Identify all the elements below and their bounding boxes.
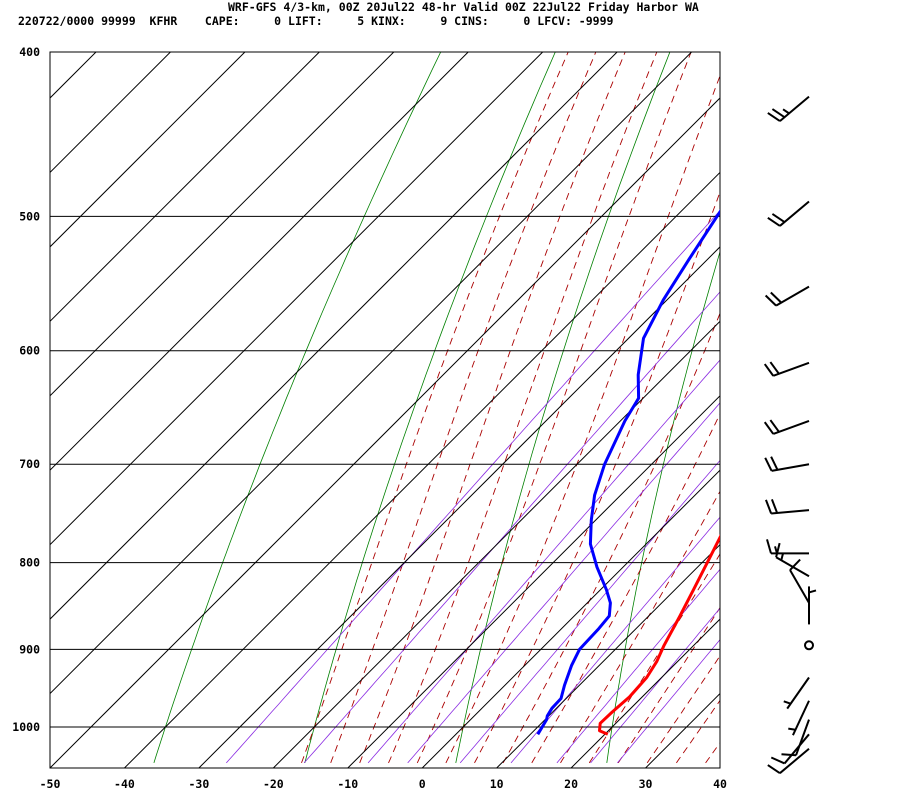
x-tick-label: -40 <box>114 777 135 791</box>
isotherm <box>0 52 22 768</box>
plot-frame <box>49 51 721 769</box>
isotherm <box>50 52 97 99</box>
background-lines <box>153 14 900 764</box>
moist-adiabat <box>502 312 720 764</box>
mixing-ratio-line <box>367 359 720 764</box>
wind-barb <box>767 748 810 775</box>
y-tick-label: 900 <box>19 642 40 656</box>
mixing-ratio-line <box>303 291 720 764</box>
moist-adiabat <box>560 490 720 764</box>
moist-adiabat <box>474 190 720 764</box>
isotherm <box>50 52 320 323</box>
moist-adiabat <box>588 553 720 764</box>
x-tick-label: -30 <box>188 777 209 791</box>
moist-adiabat <box>445 74 720 764</box>
series-group <box>536 209 720 736</box>
isotherm <box>50 52 469 471</box>
mixing-ratio-line <box>226 210 720 764</box>
mixing-ratio-line <box>590 607 720 764</box>
temperature-line <box>598 534 720 736</box>
moist-adiabat <box>359 52 626 764</box>
y-tick-label: 600 <box>19 344 40 358</box>
isotherm <box>719 767 720 768</box>
mixing-ratio-line <box>407 402 720 764</box>
isotherm <box>272 320 720 768</box>
wind-barb <box>764 285 810 307</box>
isotherm <box>347 395 720 768</box>
isotherm <box>50 52 692 695</box>
dry-adiabat <box>153 52 442 764</box>
wind-barb <box>804 640 814 651</box>
x-tick-label: 40 <box>713 777 727 791</box>
moist-adiabat <box>617 606 720 764</box>
wind-barb <box>770 733 810 765</box>
moist-adiabat <box>705 742 720 764</box>
x-tick-label: 0 <box>419 777 426 791</box>
wind-barb <box>767 200 810 227</box>
wind-barb <box>789 558 810 604</box>
x-tick-label: 10 <box>490 777 504 791</box>
x-tick-label: 30 <box>639 777 653 791</box>
y-tick-labels: 400 500 600 700 800 900 1000 <box>12 45 40 734</box>
isotherm <box>50 52 618 620</box>
mixing-ratio-line <box>510 516 720 764</box>
header: WRF-GFS 4/3-km, 00Z 20Jul22 48-hr Valid … <box>0 0 900 40</box>
x-tick-label: -10 <box>337 777 358 791</box>
moist-adiabat <box>531 412 720 764</box>
dry-adiabat <box>758 14 900 763</box>
x-tick-labels: -50 -40 -30 -20 -10 0 10 20 30 40 <box>40 777 727 791</box>
wind-barb <box>765 498 810 515</box>
isotherm <box>50 52 395 397</box>
x-tick-label: -20 <box>263 777 284 791</box>
wind-barb <box>783 676 810 710</box>
isotherm <box>421 469 720 768</box>
wind-barb <box>788 700 810 736</box>
isotherm <box>50 97 720 768</box>
wind-barb <box>775 542 810 578</box>
header-title: WRF-GFS 4/3-km, 00Z 20Jul22 48-hr Valid … <box>228 0 699 14</box>
y-tick-label: 700 <box>19 457 40 471</box>
isotherm <box>50 52 246 248</box>
isotherm <box>645 692 720 768</box>
mixing-ratio-line <box>556 568 720 764</box>
wind-barb <box>808 586 817 625</box>
dry-adiabat <box>304 52 556 764</box>
isotherm <box>198 246 720 768</box>
wind-barbs <box>763 95 817 775</box>
isotherm <box>124 171 720 768</box>
moist-adiabat <box>388 52 658 764</box>
wind-barb <box>781 719 810 757</box>
header-indices: 220722/0000 99999 KFHR CAPE: 0 LIFT: 5 K… <box>18 14 614 28</box>
isotherm <box>50 52 171 174</box>
x-tick-label: -50 <box>40 777 61 791</box>
isotherm <box>50 52 544 546</box>
dry-adiabat <box>455 52 671 763</box>
mixing-ratio-line <box>459 459 720 764</box>
wind-barb <box>766 539 809 555</box>
grid <box>0 51 721 769</box>
dry-adiabat <box>606 250 720 763</box>
moist-adiabat <box>646 655 720 764</box>
y-tick-label: 1000 <box>12 720 40 734</box>
isotherm <box>570 618 720 768</box>
isotherm <box>496 543 720 768</box>
y-tick-label: 800 <box>19 556 40 570</box>
mixing-ratio-line <box>617 638 720 764</box>
x-tick-label: 20 <box>564 777 578 791</box>
moist-adiabat <box>330 52 597 764</box>
moist-adiabat <box>416 52 692 764</box>
moist-adiabat <box>676 699 720 764</box>
wind-barb <box>764 456 810 472</box>
wind-barb <box>767 95 810 122</box>
moist-adiabat <box>301 52 569 764</box>
wind-barb <box>763 361 810 377</box>
y-tick-label: 400 <box>19 45 40 59</box>
y-tick-label: 500 <box>19 209 40 223</box>
wind-barb <box>763 419 810 435</box>
